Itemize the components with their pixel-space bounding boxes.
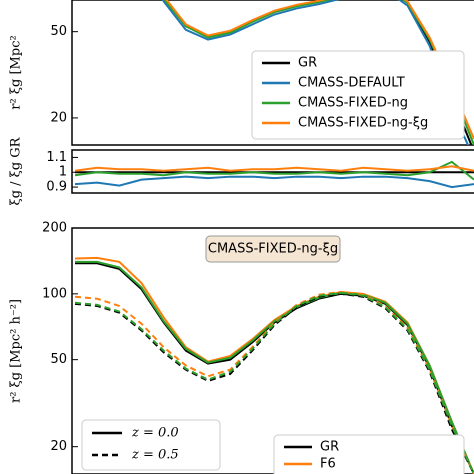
legend-box — [273, 434, 465, 474]
legend-label: GR — [320, 440, 339, 455]
legend-label: F6 — [320, 457, 336, 472]
panel: 20 50 100 200 r² ξg [Mpc² h⁻²] CMASS-FIXED-ng… — [9, 221, 474, 474]
y-axis-label: ξg / ξg GR — [9, 136, 24, 205]
legend-label: z = 0.0 — [131, 426, 179, 441]
series-line — [74, 291, 474, 474]
series-line — [74, 160, 474, 181]
panel-title: CMASS-FIXED-ng-ξg — [208, 242, 338, 257]
legend-label: GR — [298, 56, 317, 71]
legend-box — [251, 50, 465, 140]
plot-frame — [71, 0, 474, 146]
lines — [161, 0, 474, 145]
plot-frame — [71, 227, 474, 474]
series-line — [74, 165, 474, 172]
series-line — [75, 260, 474, 474]
legend-label: CMASS-FIXED-ng — [298, 96, 408, 111]
legend-label: z = 0.5 — [131, 448, 179, 463]
y-tick-label: 200 — [42, 221, 67, 236]
y-tick-label: 1.1 — [46, 150, 67, 165]
y-tick-label: 50 — [50, 352, 67, 367]
y-axis-label: r² ξg [Mpc² h⁻²] — [9, 299, 24, 403]
y-tick-label: 50 — [50, 24, 67, 39]
linestyle-legend: z = 0.0 z = 0.5 — [81, 419, 221, 471]
legend: GRF6F5 — [273, 434, 465, 474]
legend: GR CMASS-DEFAULT CMASS-FIXED-ng CMASS-FIXED… — [251, 50, 465, 140]
y-tick-label: 100 — [42, 286, 67, 301]
series-line — [74, 290, 474, 474]
legend-label: CMASS-FIXED-ng-ξg — [298, 116, 428, 131]
lines — [74, 256, 474, 474]
y-axis-label: r² ξg [Mpc² — [9, 35, 24, 109]
y-tick-label: 1 — [59, 165, 67, 180]
panel: 20 50 r² ξg [Mpc² GR CMASS-DEFAULT CMASS-FIXE… — [9, 0, 474, 146]
series-line — [161, 0, 470, 145]
title-box — [205, 235, 341, 263]
plot-frame — [71, 149, 474, 194]
y-tick-label: 0.9 — [46, 180, 67, 195]
y-tick-label: 20 — [50, 439, 67, 454]
series-line — [74, 175, 474, 189]
legend-label: CMASS-DEFAULT — [298, 76, 405, 91]
lines — [74, 160, 474, 189]
y-tick-label: 20 — [50, 110, 67, 125]
panel: 0.911.1 ξg / ξg GR — [9, 136, 474, 205]
series-line — [165, 0, 474, 140]
